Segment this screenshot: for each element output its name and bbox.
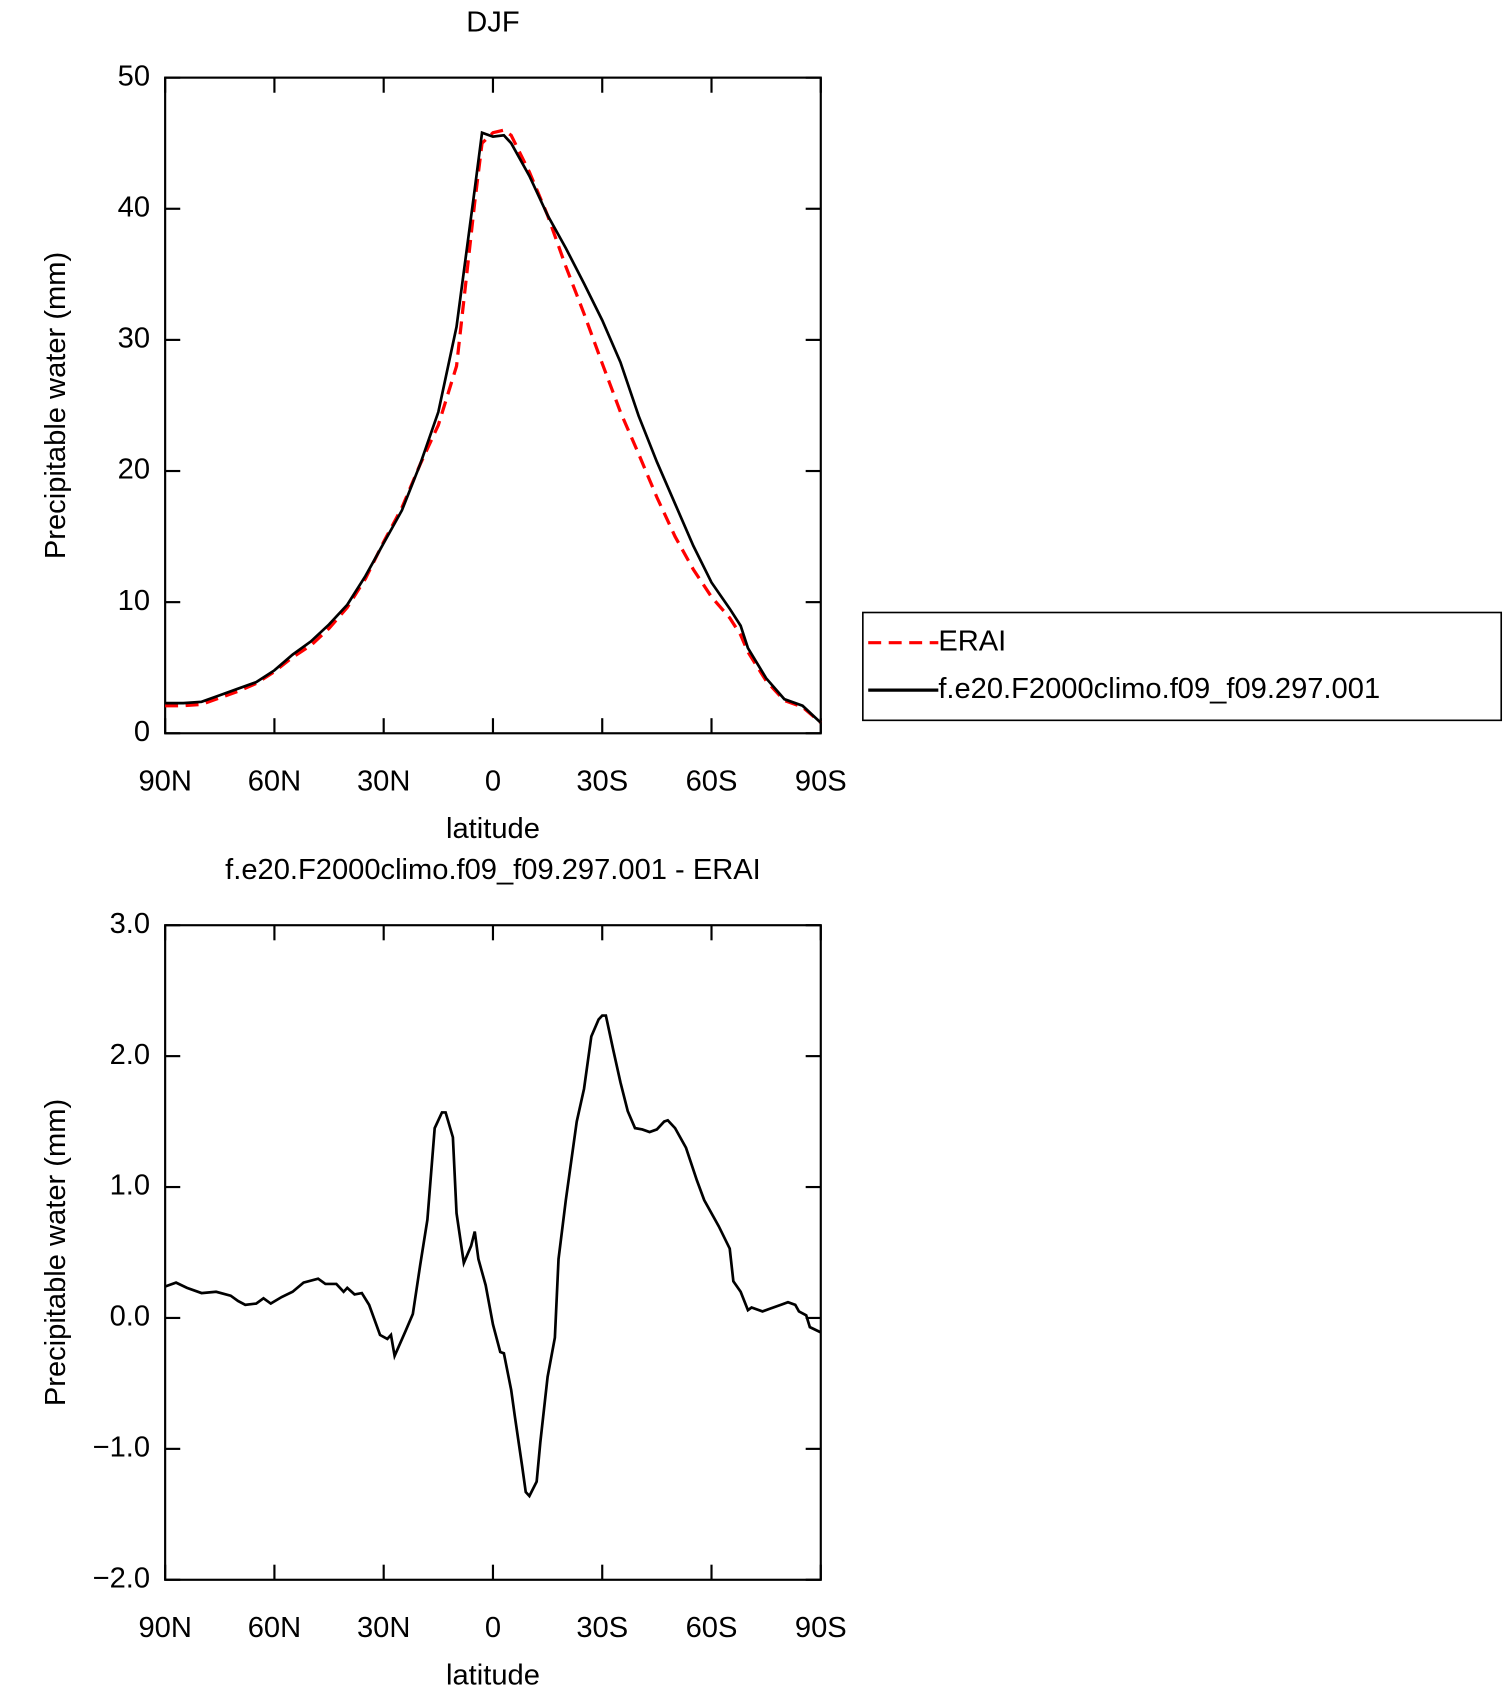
legend-box [862,611,1503,722]
y-tick-label: 10 [118,585,150,617]
x-tick-label: 30S [576,1612,628,1644]
y-axis-label: Precipitable water (mm) [40,1099,72,1406]
y-tick-label: −2.0 [93,1562,150,1594]
data-line [164,1014,822,1499]
legend-label: ERAI [938,625,1006,657]
x-tick-label: 60N [248,766,301,798]
x-tick-label: 90N [138,766,191,798]
y-tick-label: −1.0 [93,1432,150,1464]
x-tick-label: 30N [357,1612,410,1644]
data-line [165,128,822,725]
x-tick-label: 0 [485,1612,501,1644]
y-tick-label: 50 [118,60,150,92]
x-tick-label: 90S [795,766,847,798]
x-tick-label: 90N [138,1612,191,1644]
x-axis-label: latitude [446,1660,540,1692]
x-tick-label: 30S [576,766,628,798]
y-tick-label: 0 [134,716,150,748]
y-tick-label: 3.0 [110,908,150,940]
data-line [165,130,822,724]
legend-label: f.e20.F2000climo.f09_f09.297.001 [938,673,1380,705]
y-tick-label: 20 [118,454,150,486]
y-tick-label: 0.0 [110,1301,150,1333]
x-tick-label: 0 [485,766,501,798]
x-axis-label: latitude [446,813,540,845]
x-tick-label: 30N [357,766,410,798]
y-axis-label: Precipitable water (mm) [40,252,72,559]
chart-title: DJF [466,6,519,38]
y-tick-label: 1.0 [110,1170,150,1202]
y-tick-label: 40 [118,191,150,223]
plot-frame [164,924,822,1581]
x-tick-label: 90S [795,1612,847,1644]
x-tick-label: 60S [686,766,738,798]
y-tick-label: 2.0 [110,1039,150,1071]
x-tick-label: 60S [686,1612,738,1644]
y-tick-label: 30 [118,323,150,355]
chart-title: f.e20.F2000climo.f09_f09.297.001 - ERAI [225,854,761,886]
x-tick-label: 60N [248,1612,301,1644]
plot-frame [164,76,822,735]
